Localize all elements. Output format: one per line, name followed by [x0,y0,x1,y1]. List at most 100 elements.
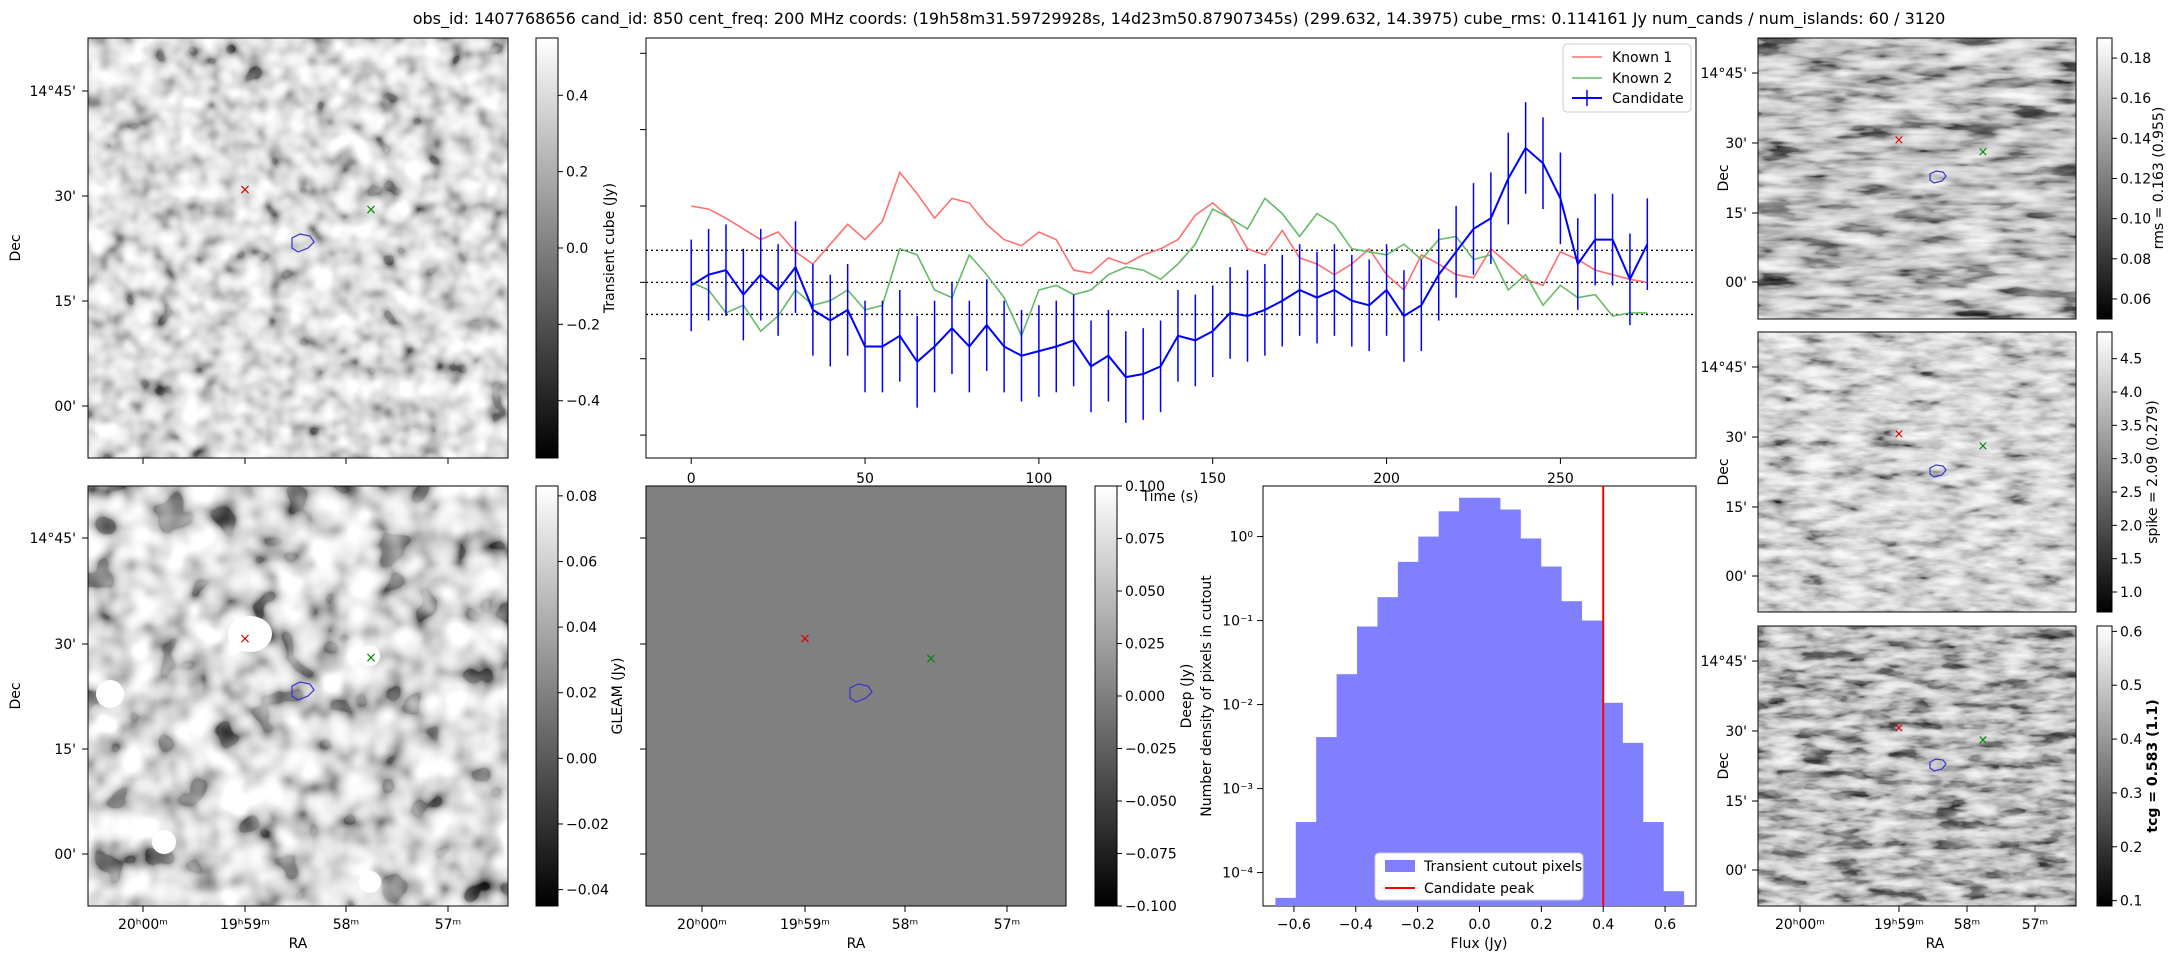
rms-image-panel: × × 14°45' 30' 15' 00' Dec [1701,37,2077,320]
bright-source [152,830,176,854]
hist-bar [1438,511,1460,906]
ra-tick: 20ʰ00ᵐ [118,917,168,933]
colorbar-gradient [2096,331,2113,613]
colorbar-tick-label: 0.14 [2120,131,2151,147]
x-tick-label: 150 [1199,471,1226,487]
dec-tick: 14°45' [1701,66,1747,82]
dec-tick: 30' [1725,724,1747,740]
rms-image [1758,38,2076,319]
ra-tick: 20ʰ00ᵐ [677,917,727,933]
ra-tick: 19ʰ59ᵐ [1874,917,1924,933]
dec-tick: 14°45' [30,84,76,100]
green-cross-marker: × [1978,733,1989,748]
bright-source [96,680,124,708]
hist-bar [1561,601,1583,906]
legend-entry: Known 1 [1612,50,1672,66]
colorbar-tick-label: 0.02 [566,686,597,702]
dec-axis-label: Dec [1716,752,1732,779]
red-cross-marker: × [1894,721,1905,736]
colorbar-tick-label: 0.2 [2120,840,2142,856]
ra-axis-label: RA [289,936,308,952]
dec-tick: 30' [54,189,76,205]
colorbar-tick-label: 0.6 [2120,624,2142,640]
colorbar-tick-label: 4.5 [2120,352,2142,368]
dec-tick: 30' [1725,136,1747,152]
tcg-image [1758,626,2076,906]
lightcurve-legend: Known 1 Known 2 Candidate [1562,43,1692,113]
colorbar-tick-label: 0.075 [1125,532,1165,548]
colorbar-label: spike = 2.09 (0.279) [2145,400,2161,544]
x-tick-label: 50 [856,471,874,487]
hist-bar [1479,497,1501,906]
colorbar-tick-label: 0.06 [2120,292,2151,308]
deep-colorbar: 0.100 0.075 0.050 0.025 0.000 −0.025 −0.050 −0.… [1094,479,1195,915]
x-tick-label: 0.2 [1530,917,1552,933]
dec-tick: 00' [1725,863,1747,879]
colorbar-tick-label: 1.5 [2120,552,2142,568]
colorbar-tick-label: −0.100 [1125,899,1177,915]
hist-bar [1601,702,1623,906]
y-tick-label: 10⁰ [1230,530,1254,546]
colorbar-tick-label: 0.5 [2120,678,2142,694]
colorbar-tick-label: −0.050 [1125,794,1177,810]
ra-axis-label: RA [847,936,866,952]
legend-entry: Candidate [1612,91,1684,107]
series-line-candidate [690,146,1649,379]
colorbar-label: Deep (Jy) [1179,664,1195,729]
colorbar-tick-label: −0.2 [566,317,600,333]
spike-colorbar: 4.5 4.0 3.5 3.0 2.5 2.0 1.5 1.0 spike = 2.09 (0… [2096,331,2161,613]
dec-ticks: 14°45' 30' 15' 00' [30,84,88,415]
ra-tick: 58ᵐ [1954,917,1981,933]
colorbar-gradient [1094,485,1118,907]
colorbar-tick-label: 0.00 [566,751,597,767]
y-tick-label: 10⁻¹ [1222,614,1253,630]
hist-bar [1499,509,1521,906]
candidate-contour [291,233,315,253]
gleam-image-panel: × × 14°45' 30' 15' 00' Dec 20ʰ00ᵐ 19ʰ59ᵐ… [8,485,509,952]
green-cross-marker: × [365,650,377,666]
transient-image [88,38,508,458]
lightcurve-axes [645,37,1697,459]
x-tick-label: 100 [1026,471,1053,487]
colorbar-label: rms = 0.163 (0.955) [2151,107,2167,250]
green-cross-marker: × [925,651,937,667]
series-line-known-1 [691,170,1648,292]
hist-bar [1295,822,1317,906]
colorbar-tick-label: 0.0 [566,241,588,257]
colorbar-label: GLEAM (Jy) [610,658,626,735]
rms-colorbar: 0.18 0.16 0.14 0.12 0.10 0.08 0.06 rms = 0.163… [2096,37,2167,320]
colorbar-tick-label: −0.075 [1125,847,1177,863]
ra-tick: 20ʰ00ᵐ [1775,917,1825,933]
colorbar-tick-label: 3.5 [2120,418,2142,434]
colorbar-tick-label: 2.0 [2120,518,2142,534]
colorbar-gradient [2096,37,2113,320]
ra-tick: 57ᵐ [435,917,462,933]
hist-bar [1275,897,1297,906]
legend-entry: Candidate peak [1424,881,1535,897]
gleam-colorbar: 0.08 0.06 0.04 0.02 0.00 −0.02 −0.04 GLEAM (Jy… [535,485,626,907]
colorbar-tick-label: 0.04 [566,620,597,636]
histogram-legend: Transient cutout pixels Candidate peak [1374,852,1584,901]
legend-entry: Known 2 [1612,71,1672,87]
dec-tick: 15' [1725,206,1747,222]
colorbar-tick-label: 2.5 [2120,485,2142,501]
red-cross-marker: × [239,182,251,198]
dec-tick: 15' [54,742,76,758]
colorbar-tick-label: 0.000 [1125,689,1165,705]
colorbar-tick-label: 0.08 [566,489,597,505]
histogram-ylabel: Number density of pixels in cutout [1199,575,1215,817]
transient-image-panel: × × 14°45' 30' 15' 00' Dec [8,37,509,464]
legend-entry: Transient cutout pixels [1423,859,1582,875]
colorbar-gradient [535,485,559,907]
hist-bar [1459,497,1480,906]
green-cross-marker: × [1978,145,1989,160]
colorbar-tick-label: 0.12 [2120,172,2151,188]
colorbar-tick-label: −0.025 [1125,742,1177,758]
colorbar-tick-label: 1.0 [2120,585,2142,601]
hist-bar [1316,737,1338,906]
colorbar-tick-label: 0.1 [2120,894,2142,910]
dec-tick: 00' [1725,275,1747,291]
candidate-contour [291,681,315,701]
hist-bar [1336,674,1358,906]
